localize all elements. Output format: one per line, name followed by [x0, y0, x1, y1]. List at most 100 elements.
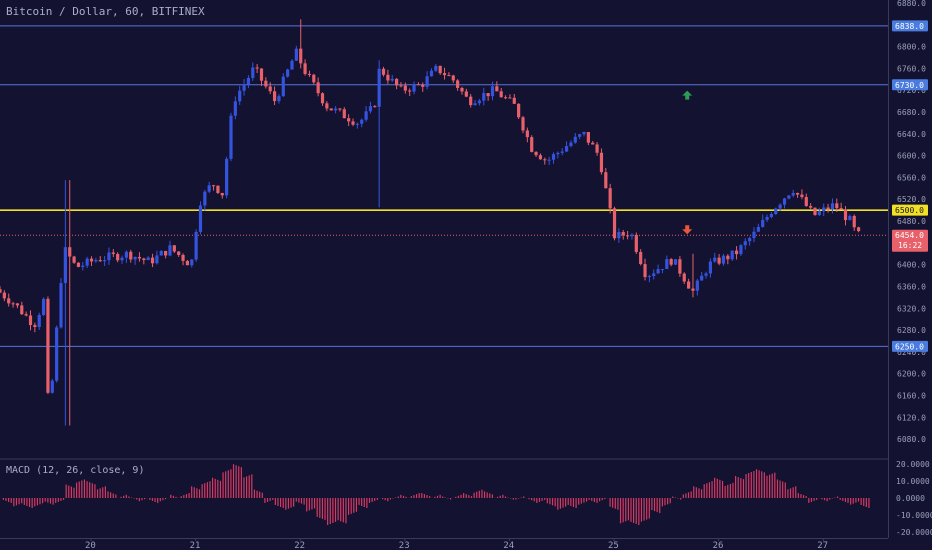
- candle-body: [499, 91, 503, 98]
- candle-body: [68, 247, 72, 257]
- candle-body: [434, 65, 438, 71]
- candle-body: [704, 273, 708, 276]
- time-axis[interactable]: 20 21 22 23 24 25 26 27: [85, 538, 828, 550]
- current-price-label: 6454.0: [895, 231, 924, 240]
- candle-body: [272, 91, 277, 102]
- candle-body: [203, 191, 207, 206]
- price-tick-label: 6800.0: [897, 43, 926, 52]
- time-tick-label: 23: [399, 541, 410, 550]
- main-plot: [0, 0, 889, 539]
- candle-body: [486, 93, 490, 97]
- candle-body: [242, 84, 246, 91]
- candle-body: [281, 76, 285, 97]
- candle-body: [164, 250, 168, 256]
- candle-body: [813, 207, 817, 216]
- candle-body: [50, 380, 54, 393]
- candle-body: [277, 96, 281, 102]
- candle-body: [364, 111, 368, 120]
- candle-body: [360, 119, 364, 124]
- candle-body: [320, 93, 325, 104]
- countdown-label: 16:22: [898, 241, 922, 250]
- candle-body: [822, 207, 826, 212]
- candle-body: [469, 96, 473, 106]
- candle-body: [800, 194, 804, 198]
- candle-body: [41, 298, 46, 315]
- candle-body: [451, 75, 455, 81]
- candle-body: [826, 207, 830, 210]
- candle-body: [682, 273, 686, 282]
- candle-body: [512, 97, 516, 104]
- candle-body: [7, 298, 11, 304]
- candle-body: [599, 152, 604, 173]
- candle-body: [612, 208, 617, 239]
- candle-body: [421, 84, 425, 87]
- candle-body: [399, 85, 403, 87]
- candle-body: [211, 185, 216, 187]
- candle-body: [569, 142, 573, 147]
- level-badge-label: 6730.0: [895, 81, 924, 90]
- candle-body: [2, 292, 6, 299]
- candle-body: [238, 90, 242, 102]
- candle-body: [721, 255, 726, 264]
- candle-body: [660, 269, 665, 271]
- level-badge-label: 6250.0: [895, 342, 924, 351]
- candle-body: [351, 121, 355, 125]
- candle-body: [630, 234, 634, 237]
- candle-body: [246, 77, 251, 85]
- candle-body: [752, 231, 756, 239]
- candle-body: [229, 115, 233, 159]
- price-tick-label: 6760.0: [897, 64, 926, 73]
- candle-body: [730, 250, 734, 260]
- macd-tick-label: 20.0000: [896, 460, 930, 469]
- candle-body: [774, 208, 778, 215]
- price-tick-label: 6600.0: [897, 152, 926, 161]
- candle-body: [259, 68, 264, 81]
- candle-body: [839, 208, 843, 210]
- price-tick-label: 6200.0: [897, 370, 926, 379]
- candle-body: [303, 63, 307, 74]
- candle-body: [159, 250, 163, 256]
- candle-body: [373, 106, 377, 108]
- price-axis[interactable]: 6880.06840.06800.06760.06720.06680.06640…: [897, 0, 926, 444]
- level-labels: 6838.0 6730.0 6500.0 6250.0 6454.016:22: [892, 20, 928, 352]
- price-tick-label: 6120.0: [897, 413, 926, 422]
- candle-body: [761, 219, 765, 227]
- price-tick-label: 6240.0: [897, 348, 926, 357]
- candle-body: [835, 203, 839, 209]
- candle-body: [726, 255, 730, 260]
- candle-body: [525, 130, 529, 138]
- candle-body: [787, 195, 791, 199]
- candle-body: [37, 314, 41, 327]
- candle-body: [325, 103, 329, 109]
- candle-body: [538, 155, 543, 160]
- candle-body: [625, 235, 630, 237]
- price-tick-label: 6160.0: [897, 391, 926, 400]
- candle-body: [809, 206, 813, 208]
- candle-body: [307, 73, 312, 75]
- candle-body: [368, 106, 373, 112]
- time-tick-label: 22: [294, 541, 305, 550]
- candle-body: [185, 260, 190, 266]
- candle-body: [578, 134, 582, 137]
- candle-body: [521, 117, 525, 131]
- candle-body: [338, 108, 342, 110]
- candle-body: [595, 144, 599, 153]
- candle-body: [769, 214, 774, 217]
- candle-body: [15, 303, 20, 306]
- candle-body: [425, 76, 429, 87]
- candle-body: [687, 281, 691, 289]
- candle-body: [294, 48, 298, 61]
- candle-body: [102, 260, 107, 262]
- candle-body: [299, 48, 303, 64]
- candle-body: [85, 258, 89, 266]
- candle-body: [556, 152, 560, 155]
- candle-body: [508, 97, 512, 99]
- candle-body: [608, 188, 612, 209]
- candle-body: [342, 109, 346, 119]
- candle-body: [133, 256, 137, 260]
- candle-body: [639, 251, 643, 265]
- candle-body: [264, 80, 268, 87]
- candle-body: [312, 74, 316, 83]
- candle-body: [695, 280, 699, 291]
